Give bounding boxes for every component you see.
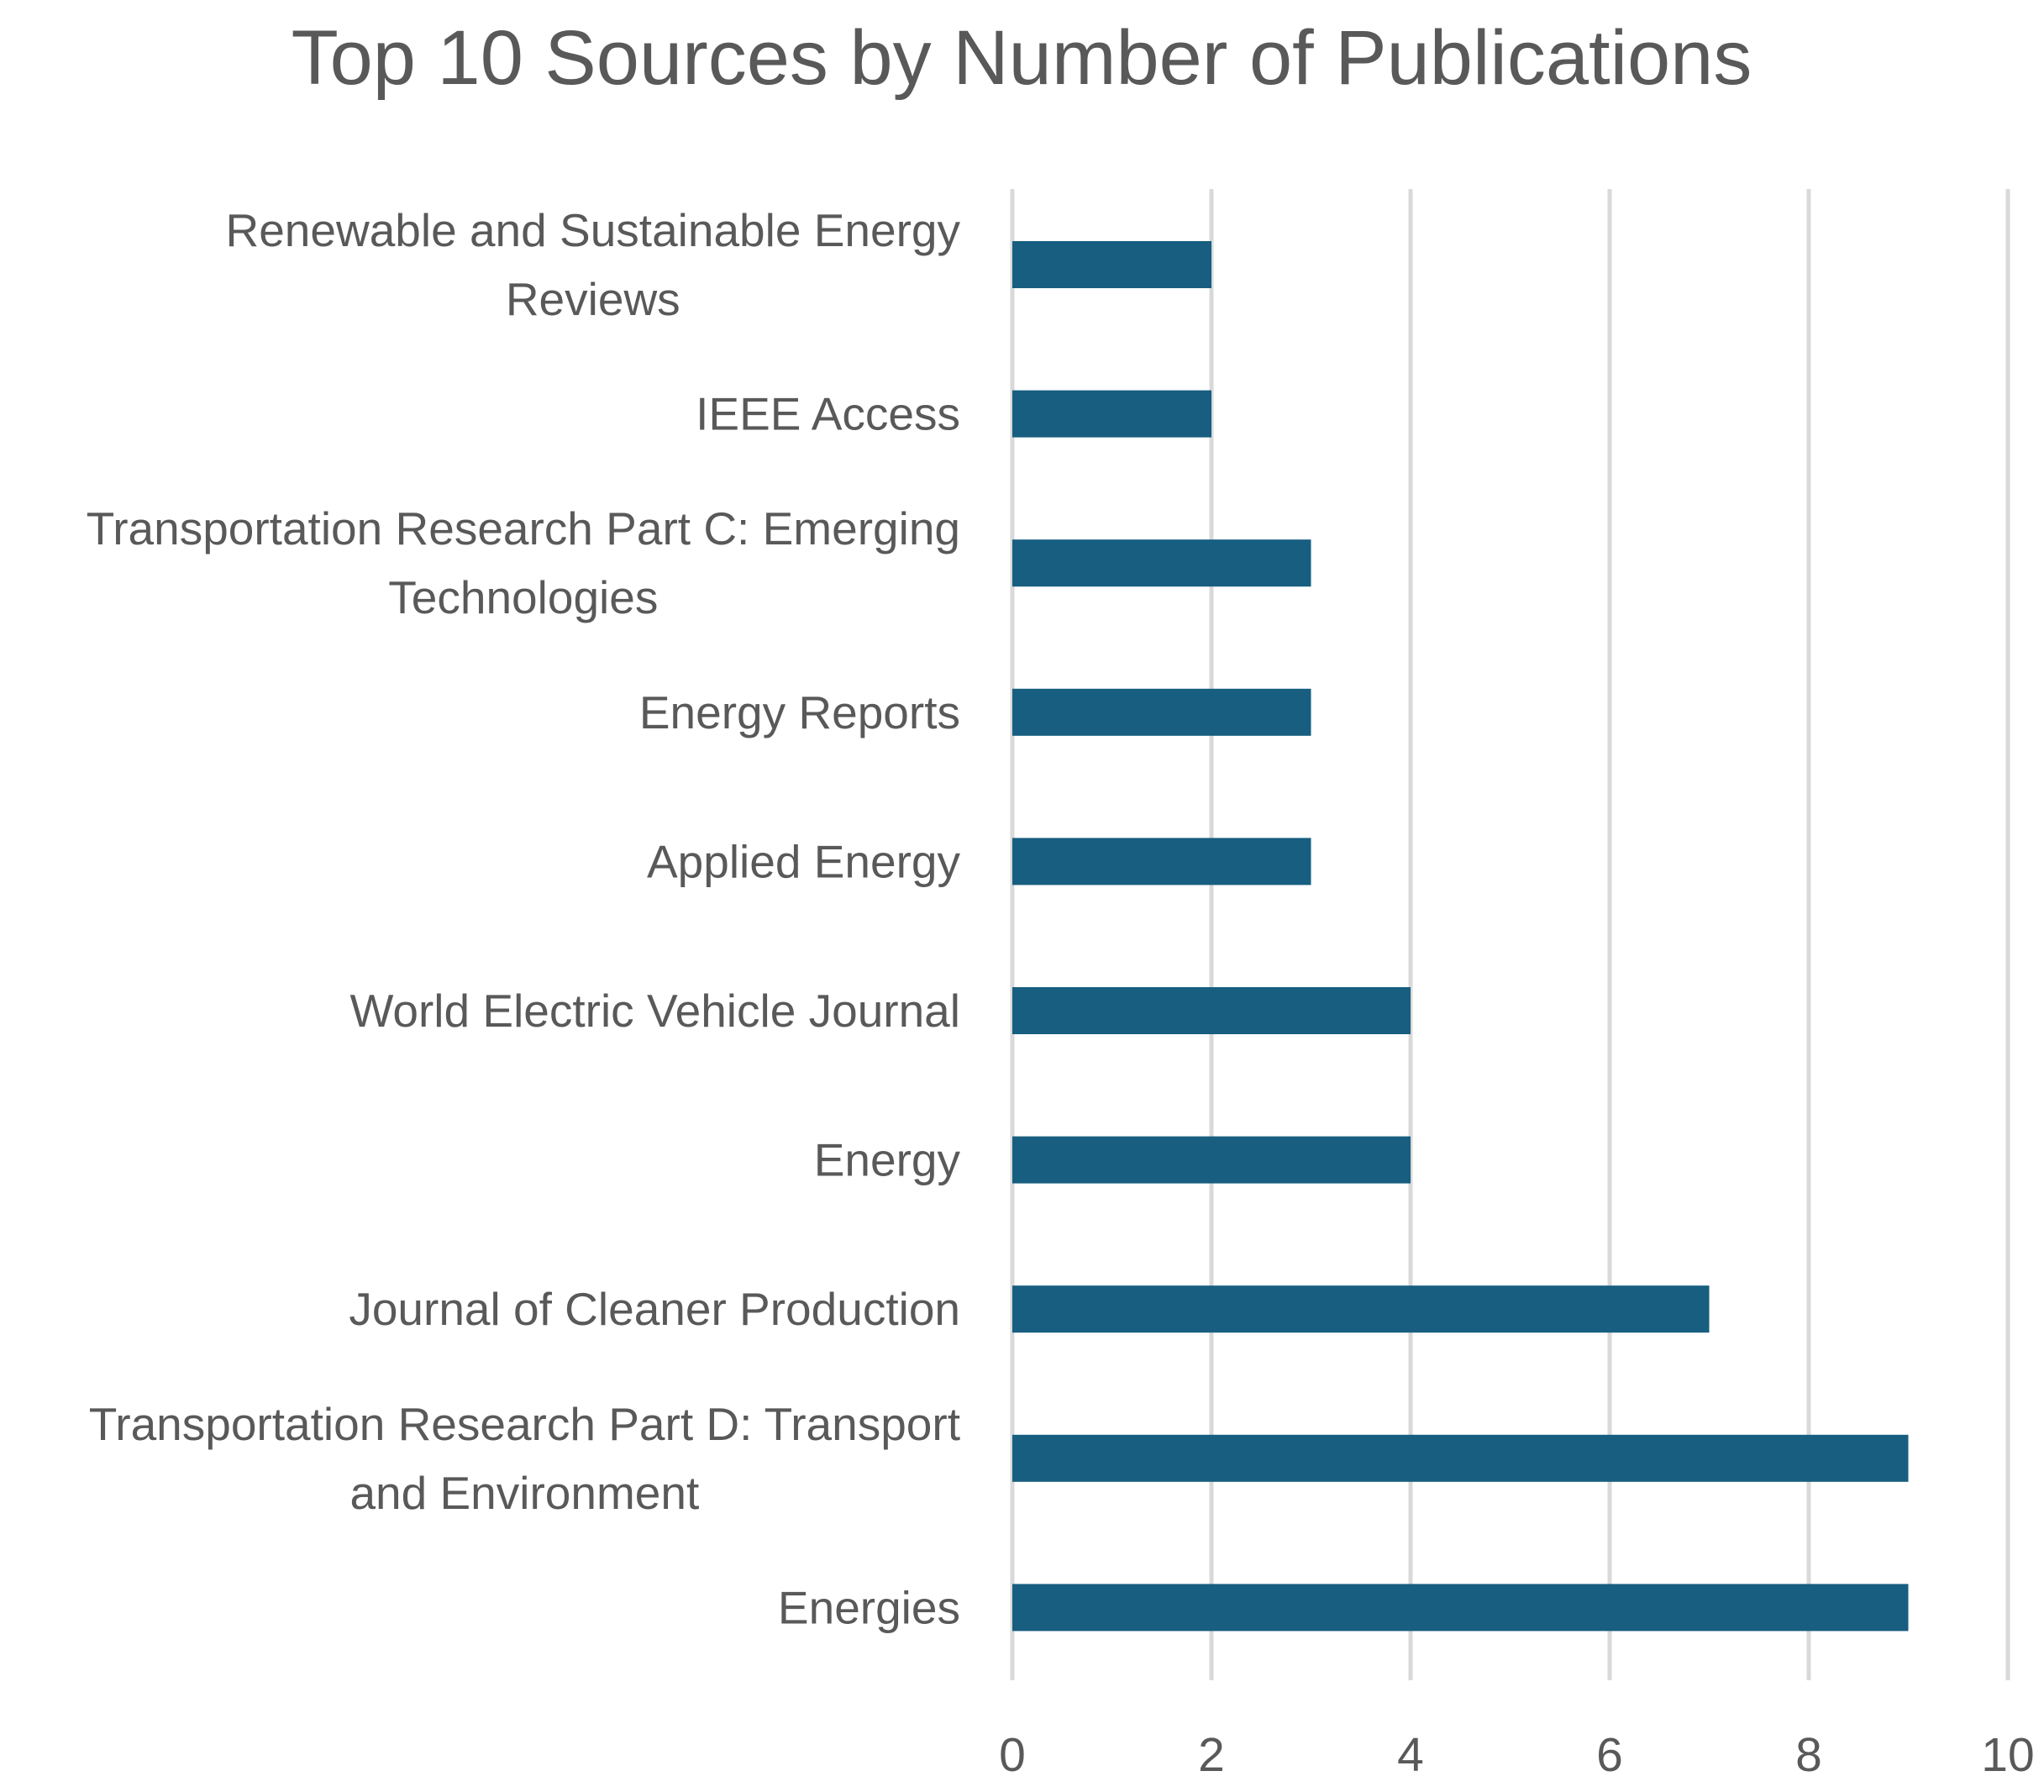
bar — [1012, 838, 1311, 885]
bar — [1012, 241, 1211, 288]
category-label-line: Applied Energy — [647, 835, 961, 887]
bar — [1012, 1584, 1909, 1632]
bar — [1012, 1434, 1909, 1482]
category-label: Transportation Research Part C: Emerging… — [87, 502, 960, 623]
category-label-line: Renewable and Sustainable Energy — [226, 204, 961, 256]
bars — [1012, 241, 1909, 1632]
category-label-line: Technologies — [388, 571, 658, 623]
bar — [1012, 1136, 1411, 1184]
category-label: Energies — [778, 1581, 960, 1633]
category-label: Journal of Cleaner Production — [349, 1283, 960, 1335]
bar — [1012, 1285, 1710, 1333]
x-tick-label: 2 — [1198, 1728, 1225, 1782]
category-label: Applied Energy — [647, 835, 961, 887]
category-label-line: Transportation Research Part C: Emerging — [87, 502, 960, 554]
category-label-line: Transportation Research Part D: Transpor… — [89, 1398, 960, 1450]
x-tick-label: 10 — [1981, 1728, 2034, 1782]
category-label-line: Energies — [778, 1581, 960, 1633]
category-label: Energy Reports — [639, 686, 960, 738]
category-label-line: IEEE Access — [696, 388, 960, 440]
x-tick-label: 6 — [1596, 1728, 1623, 1782]
bar — [1012, 539, 1311, 587]
category-label: Transportation Research Part D: Transpor… — [89, 1398, 960, 1519]
category-label-line: and Environment — [349, 1467, 699, 1519]
category-label: Renewable and Sustainable Energy Reviews — [226, 204, 961, 325]
category-label: Energy — [814, 1134, 961, 1186]
category-label-line: Journal of Cleaner Production — [349, 1283, 960, 1335]
x-tick-label: 4 — [1397, 1728, 1424, 1782]
bar — [1012, 987, 1411, 1034]
x-axis-tick-labels: 0 2 4 6 8 10 — [999, 1728, 2035, 1782]
category-label: IEEE Access — [696, 388, 960, 440]
bar — [1012, 688, 1311, 736]
category-labels: Renewable and Sustainable Energy Reviews I… — [87, 204, 961, 1633]
x-tick-label: 8 — [1795, 1728, 1822, 1782]
x-tick-label: 0 — [999, 1728, 1026, 1782]
chart-title: Top 10 Sources by Number of Publications — [292, 15, 1752, 101]
category-label-line: Energy Reports — [639, 686, 960, 738]
category-label: World Electric Vehicle Journal — [349, 985, 960, 1037]
category-label-line: World Electric Vehicle Journal — [349, 985, 960, 1037]
gridlines — [1010, 189, 2010, 1680]
bar — [1012, 390, 1211, 438]
category-label-line: Reviews — [506, 273, 680, 325]
category-label-line: Energy — [814, 1134, 961, 1186]
